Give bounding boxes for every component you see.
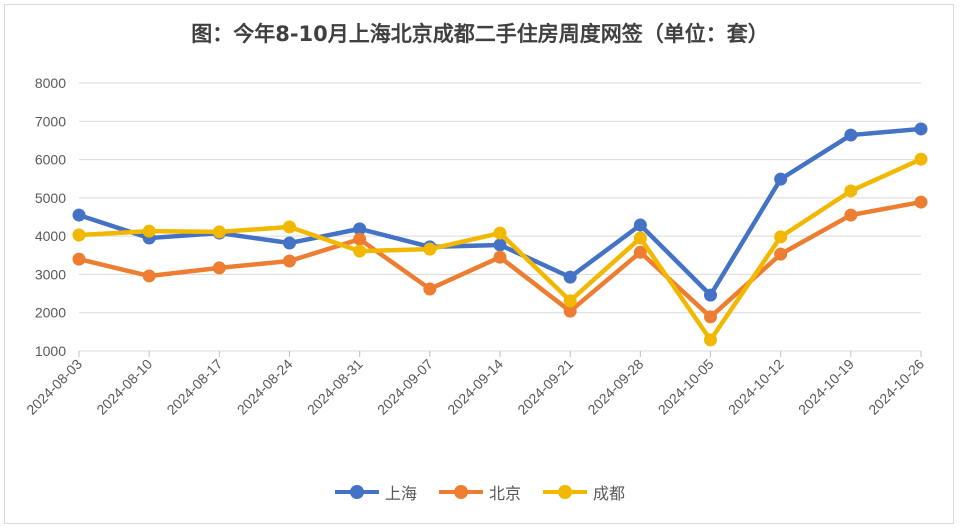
x-tick-label: 2024-09-21 — [514, 356, 576, 418]
data-point — [142, 224, 156, 238]
x-tick-label: 2024-09-14 — [444, 356, 506, 418]
x-tick-label: 2024-10-12 — [725, 356, 787, 418]
y-tick-label: 5000 — [35, 190, 66, 206]
data-point — [423, 242, 437, 256]
data-point — [493, 250, 507, 264]
data-point — [914, 122, 928, 136]
chart-frame — [4, 4, 954, 524]
y-tick-label: 2000 — [35, 305, 66, 321]
x-tick-label: 2024-10-26 — [865, 356, 927, 418]
legend-marker-icon — [438, 485, 483, 499]
data-point — [844, 128, 858, 142]
legend-marker-icon — [334, 485, 379, 499]
data-point — [844, 208, 858, 222]
x-tick-label: 2024-08-17 — [163, 356, 225, 418]
data-point — [774, 230, 788, 244]
data-point — [283, 254, 296, 268]
legend: 上海 北京 成都 — [0, 480, 960, 504]
data-point — [72, 252, 86, 266]
x-tick-label: 2024-08-10 — [93, 356, 155, 418]
data-point — [563, 294, 577, 308]
legend-item: 北京 — [438, 480, 521, 504]
data-point — [774, 172, 788, 186]
data-point — [633, 231, 647, 245]
y-tick-label: 8000 — [35, 75, 66, 91]
x-tick-label: 2024-09-07 — [374, 356, 436, 418]
data-point — [283, 220, 296, 234]
legend-label: 成都 — [593, 484, 626, 503]
x-tick-label: 2024-08-24 — [234, 356, 296, 418]
data-point — [353, 232, 367, 246]
data-point — [633, 218, 647, 232]
data-point — [423, 282, 437, 296]
data-point — [72, 228, 86, 242]
data-point — [283, 236, 296, 250]
data-point — [563, 270, 577, 284]
x-tick-label: 2024-10-05 — [655, 356, 717, 418]
x-tick-label: 2024-09-28 — [584, 356, 646, 418]
y-tick-label: 7000 — [35, 113, 66, 129]
data-point — [704, 310, 717, 324]
x-tick-label: 2024-08-31 — [304, 356, 366, 418]
y-tick-label: 1000 — [35, 343, 66, 359]
data-point — [914, 152, 928, 166]
data-point — [774, 247, 788, 261]
data-point — [353, 222, 367, 236]
data-point — [914, 195, 928, 209]
y-tick-label: 4000 — [35, 228, 66, 244]
y-tick-label: 6000 — [35, 152, 66, 168]
chart-title: 图：今年8-10月上海北京成都二手住房周度网签（单位：套） — [191, 22, 769, 46]
legend-item: 上海 — [334, 480, 417, 504]
data-point — [493, 226, 507, 240]
data-point — [704, 333, 717, 347]
legend-label: 北京 — [488, 484, 521, 503]
data-point — [563, 304, 577, 318]
data-point — [353, 244, 367, 258]
data-point — [633, 245, 647, 259]
data-point — [704, 288, 717, 302]
y-tick-label: 3000 — [35, 266, 66, 282]
x-tick-label: 2024-08-03 — [23, 356, 85, 418]
legend-label: 上海 — [384, 484, 417, 503]
x-tick-label: 2024-10-19 — [795, 356, 857, 418]
legend-item: 成都 — [543, 480, 625, 504]
data-point — [844, 184, 858, 198]
legend-marker-icon — [543, 485, 587, 499]
data-point — [72, 208, 86, 222]
data-point — [212, 261, 226, 275]
data-point — [212, 225, 226, 239]
data-point — [493, 238, 507, 252]
data-point — [142, 269, 156, 283]
